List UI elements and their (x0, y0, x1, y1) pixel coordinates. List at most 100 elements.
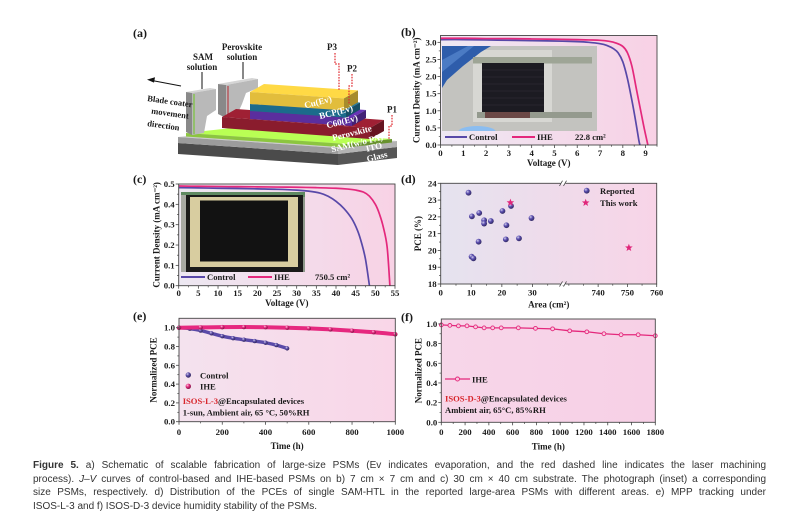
figure-5: (a) (133, 25, 665, 451)
series-ihe (178, 185, 391, 286)
legend-label: Control (469, 132, 498, 142)
y-tick-label: 0.4 (164, 379, 176, 389)
plot-foreground: 0 10 20 30 740 750 760 18 19 20 21 22 23 24 Area (cm²)… (401, 172, 664, 310)
data-point (468, 213, 475, 220)
data-point (528, 215, 535, 221)
photo-top-band (181, 192, 305, 197)
module-subcell-lines (482, 69, 544, 106)
x-tick-label: 30 (528, 288, 537, 298)
legend: Control IHE 750.5 cm² (181, 272, 350, 282)
ito-side-face (338, 141, 397, 154)
data-point (473, 324, 478, 330)
cu-side-face (344, 90, 358, 111)
data-point (274, 342, 279, 348)
perovskite-side-face (370, 120, 384, 139)
legend-sphere-marker (185, 372, 191, 378)
x-tick-label: 1800 (647, 427, 665, 437)
y-tick-label: 22 (428, 212, 437, 222)
legend-label: IHE (472, 374, 488, 384)
series-ihe (440, 37, 649, 146)
y-tick-label: 18 (428, 279, 437, 289)
c60-side-face (352, 110, 366, 126)
data-point (464, 323, 470, 329)
legend-label: Reported (600, 186, 635, 196)
data-point (635, 332, 641, 338)
data-point-star (625, 243, 633, 251)
data-point (328, 327, 333, 332)
coater-top-face (218, 78, 258, 85)
y-tick-label: 2.0 (426, 72, 438, 82)
data-point (475, 238, 482, 245)
panel-label-b: (b) (401, 25, 416, 39)
x-tick-label: 740 (592, 288, 606, 298)
x-axis-title: Voltage (V) (527, 158, 570, 168)
data-point-star (506, 198, 515, 206)
y-tick-label: 1.0 (426, 106, 438, 116)
y-tick-label: 0.8 (164, 342, 176, 352)
plot-foreground: 0 1 2 3 4 5 6 7 8 9 0.0 0.5 1.0 1.5 2.0 2.5 3.0 Voltage (… (401, 25, 658, 168)
glove-highlight (442, 46, 474, 72)
y-tick-label: 19 (428, 262, 437, 272)
data-point (490, 325, 496, 331)
series-ihe (438, 322, 658, 339)
axes: 0 200 400 600 800 1000 0.0 0.2 0.4 0.6 0.8 1.0 Time … (149, 317, 405, 451)
y-tick-label: 24 (428, 178, 437, 188)
y-tick-label: 20 (428, 245, 437, 255)
damp-heat-stability-chart: 0 200 400 600 800 1000 1200 1400 1600 1800 0.0 0.2 0… (401, 310, 665, 451)
legend-sphere-marker (583, 187, 590, 194)
perovskite-solution-label-2: solution (227, 52, 258, 62)
y-tick-label: 1.0 (164, 323, 176, 333)
x-axis-title: Time (h) (271, 441, 304, 451)
caption-line-1: Figure 5. a) Schematic of scalable fabri… (33, 459, 766, 473)
plot-area (440, 183, 657, 284)
data-point (284, 346, 290, 351)
plot-foreground: 0 200 400 600 800 1000 1200 1400 1600 1800 0.0 0.2 0… (401, 310, 665, 451)
plot-background-layer (440, 183, 657, 284)
x-tick-label: 4 (529, 148, 534, 158)
legend-sphere-marker (185, 383, 191, 389)
cu-front-face (250, 92, 344, 111)
x-tick-label: 200 (216, 427, 230, 437)
data-point (306, 326, 311, 331)
x-tick-label: 6 (575, 148, 580, 158)
scribe-label-p1: P1 (387, 105, 397, 115)
x-axis-title: Time (h) (532, 441, 565, 451)
x-tick-label: 25 (273, 288, 282, 298)
y-tick-label: 0.5 (426, 123, 438, 133)
axis-break-mark (559, 281, 563, 287)
plot-frame (178, 317, 396, 423)
x-tick-label: 600 (302, 427, 316, 437)
x-tick-label: 800 (345, 427, 359, 437)
panel-label-a: (a) (133, 26, 147, 40)
x-tick-label: 600 (506, 427, 520, 437)
scribe-label-p3: P3 (327, 42, 337, 52)
protocol-name: ISOS-D-3 (445, 393, 481, 403)
caption-dash: – (84, 473, 90, 485)
scribe-line-p3 (334, 53, 340, 90)
caption-line-2: process). J–V curves of control-based an… (33, 473, 766, 487)
data-point (230, 336, 236, 341)
data-point (503, 222, 510, 229)
data-point (220, 324, 225, 330)
x-tick-label: 400 (259, 427, 273, 437)
layer-label-ito: ITO (365, 140, 383, 154)
blade-direction-arrow-shaft (151, 79, 182, 87)
x-tick-label: 30 (292, 288, 301, 298)
axes: 0 1 2 3 4 5 6 7 8 9 0.0 0.5 1.0 1.5 2.0 2.5 3.0 Voltage (… (412, 35, 658, 168)
caption-figure-label: Figure 5. (33, 460, 79, 471)
x-tick-label: 10 (214, 288, 223, 298)
sam-top-face (186, 128, 392, 144)
bcp-front-face (250, 104, 346, 118)
x-tick-label: 20 (497, 288, 506, 298)
legend: Reported This work (581, 186, 638, 208)
inset-photo-large-module (181, 192, 305, 272)
series-line-control (440, 38, 641, 146)
data-point (499, 208, 506, 214)
data-point (481, 220, 488, 227)
y-tick-label: 1.0 (426, 319, 438, 329)
data-point (502, 236, 509, 243)
jv-chart-small-module: 0 1 2 3 4 5 6 7 8 9 0.0 0.5 1.0 1.5 2.0 2.5 3.0 Voltage (… (401, 25, 658, 168)
sam-front-face (186, 133, 346, 148)
c60-front-face (250, 111, 352, 126)
test-conditions: Ambient air, 65°C, 85%RH (445, 405, 546, 415)
